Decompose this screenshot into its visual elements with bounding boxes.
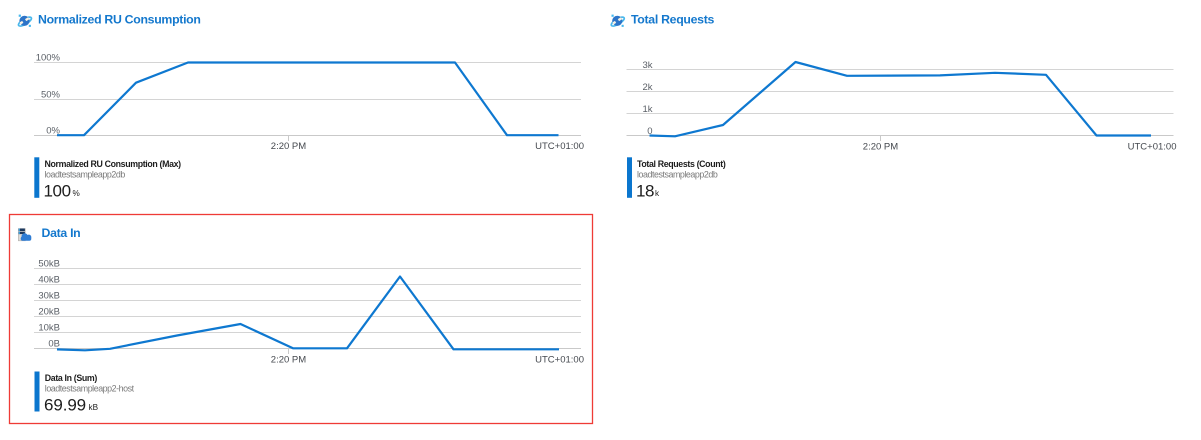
svg-text:Normalized RU Consumption: Normalized RU Consumption: [38, 13, 201, 27]
svg-text:0B: 0B: [48, 339, 60, 350]
svg-text:loadtestsampleapp2db: loadtestsampleapp2db: [45, 170, 126, 180]
svg-text:0%: 0%: [46, 126, 60, 137]
svg-text:40kB: 40kB: [38, 275, 60, 286]
svg-text:50%: 50%: [41, 90, 61, 101]
svg-text:Total Requests (Count): Total Requests (Count): [637, 159, 726, 169]
svg-text:UTC+01:00: UTC+01:00: [1128, 142, 1177, 153]
svg-text:18: 18: [636, 182, 654, 201]
svg-text:30kB: 30kB: [38, 291, 60, 302]
svg-text:69.99: 69.99: [44, 395, 86, 414]
svg-text:Data In: Data In: [42, 226, 81, 240]
svg-text:loadtestsampleapp2db: loadtestsampleapp2db: [637, 170, 718, 180]
svg-text:1k: 1k: [642, 104, 652, 115]
svg-text:20kB: 20kB: [38, 307, 60, 318]
svg-text:Normalized RU Consumption (Max: Normalized RU Consumption (Max): [45, 159, 182, 169]
svg-text:UTC+01:00: UTC+01:00: [535, 355, 584, 366]
svg-text:2:20 PM: 2:20 PM: [271, 141, 306, 152]
svg-text:k: k: [655, 189, 660, 198]
svg-text:100%: 100%: [36, 53, 61, 64]
svg-text:Data In (Sum): Data In (Sum): [45, 373, 98, 383]
svg-text:UTC+01:00: UTC+01:00: [535, 141, 584, 152]
svg-text:kB: kB: [89, 403, 99, 412]
svg-text:10kB: 10kB: [38, 323, 60, 334]
svg-text:2:20 PM: 2:20 PM: [271, 355, 306, 366]
svg-text:2:20 PM: 2:20 PM: [863, 142, 898, 153]
svg-text:2k: 2k: [642, 82, 652, 93]
svg-text:3k: 3k: [642, 60, 652, 71]
svg-text:100: 100: [44, 182, 71, 201]
svg-text:Total Requests: Total Requests: [631, 13, 714, 27]
svg-text:loadtestsampleapp2-host: loadtestsampleapp2-host: [45, 384, 135, 394]
svg-text:0: 0: [647, 126, 652, 137]
svg-text:%: %: [73, 189, 80, 198]
svg-text:50kB: 50kB: [38, 259, 60, 270]
